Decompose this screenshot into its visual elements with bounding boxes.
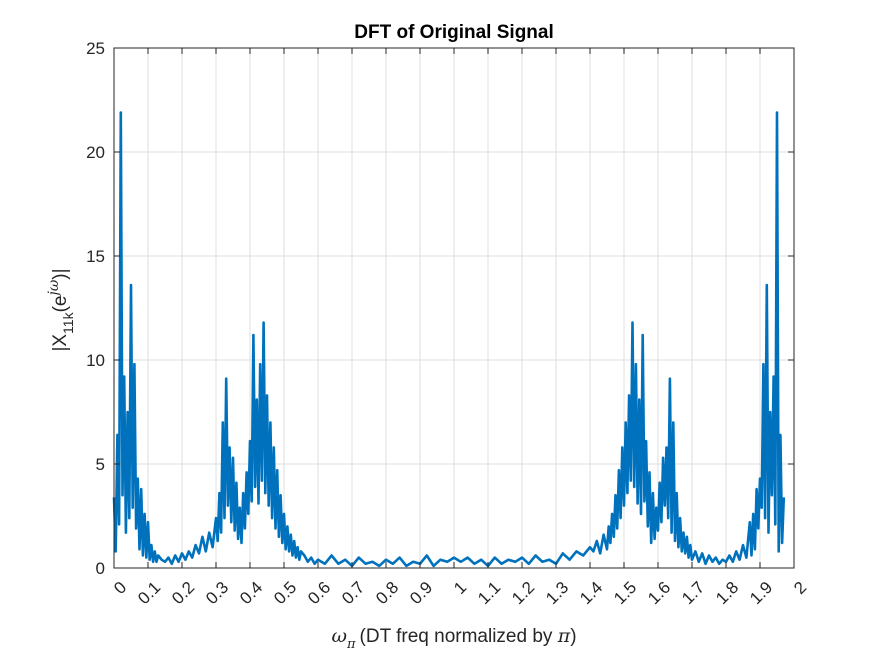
- y-tick-label: 5: [96, 455, 105, 474]
- y-axis-label-superscript: jω: [46, 279, 62, 298]
- x-axis-label-symbol: ω: [331, 625, 347, 647]
- y-axis-label: |X11k(ejω)|: [46, 268, 76, 351]
- x-axis-label-subscript: π: [346, 637, 356, 652]
- y-tick-label: 10: [86, 351, 105, 370]
- chart-title: DFT of Original Signal: [354, 22, 554, 43]
- y-tick-label: 0: [96, 559, 105, 578]
- y-tick-label: 25: [86, 39, 105, 58]
- y-axis-label-mid: (e: [50, 295, 71, 312]
- y-tick-label: 15: [86, 247, 105, 266]
- x-axis-label-text: (DT freq normalized by: [360, 626, 558, 647]
- y-axis-label-suffix: )|: [50, 268, 71, 279]
- series-line: [112, 111, 786, 568]
- grid-lines: [113, 47, 795, 569]
- tick-marks: [113, 47, 795, 569]
- y-axis-label-prefix: |X: [50, 334, 71, 352]
- y-tick-labels: 0 5 10 15 20 25: [86, 39, 105, 578]
- y-tick-label: 20: [86, 143, 105, 162]
- x-axis-label-pi: π: [557, 625, 571, 647]
- x-axis-label-end: ): [570, 626, 576, 647]
- y-axis-label-subscript: 11k: [60, 311, 76, 334]
- x-axis-label: ωπ (DT freq normalized by π): [331, 625, 576, 652]
